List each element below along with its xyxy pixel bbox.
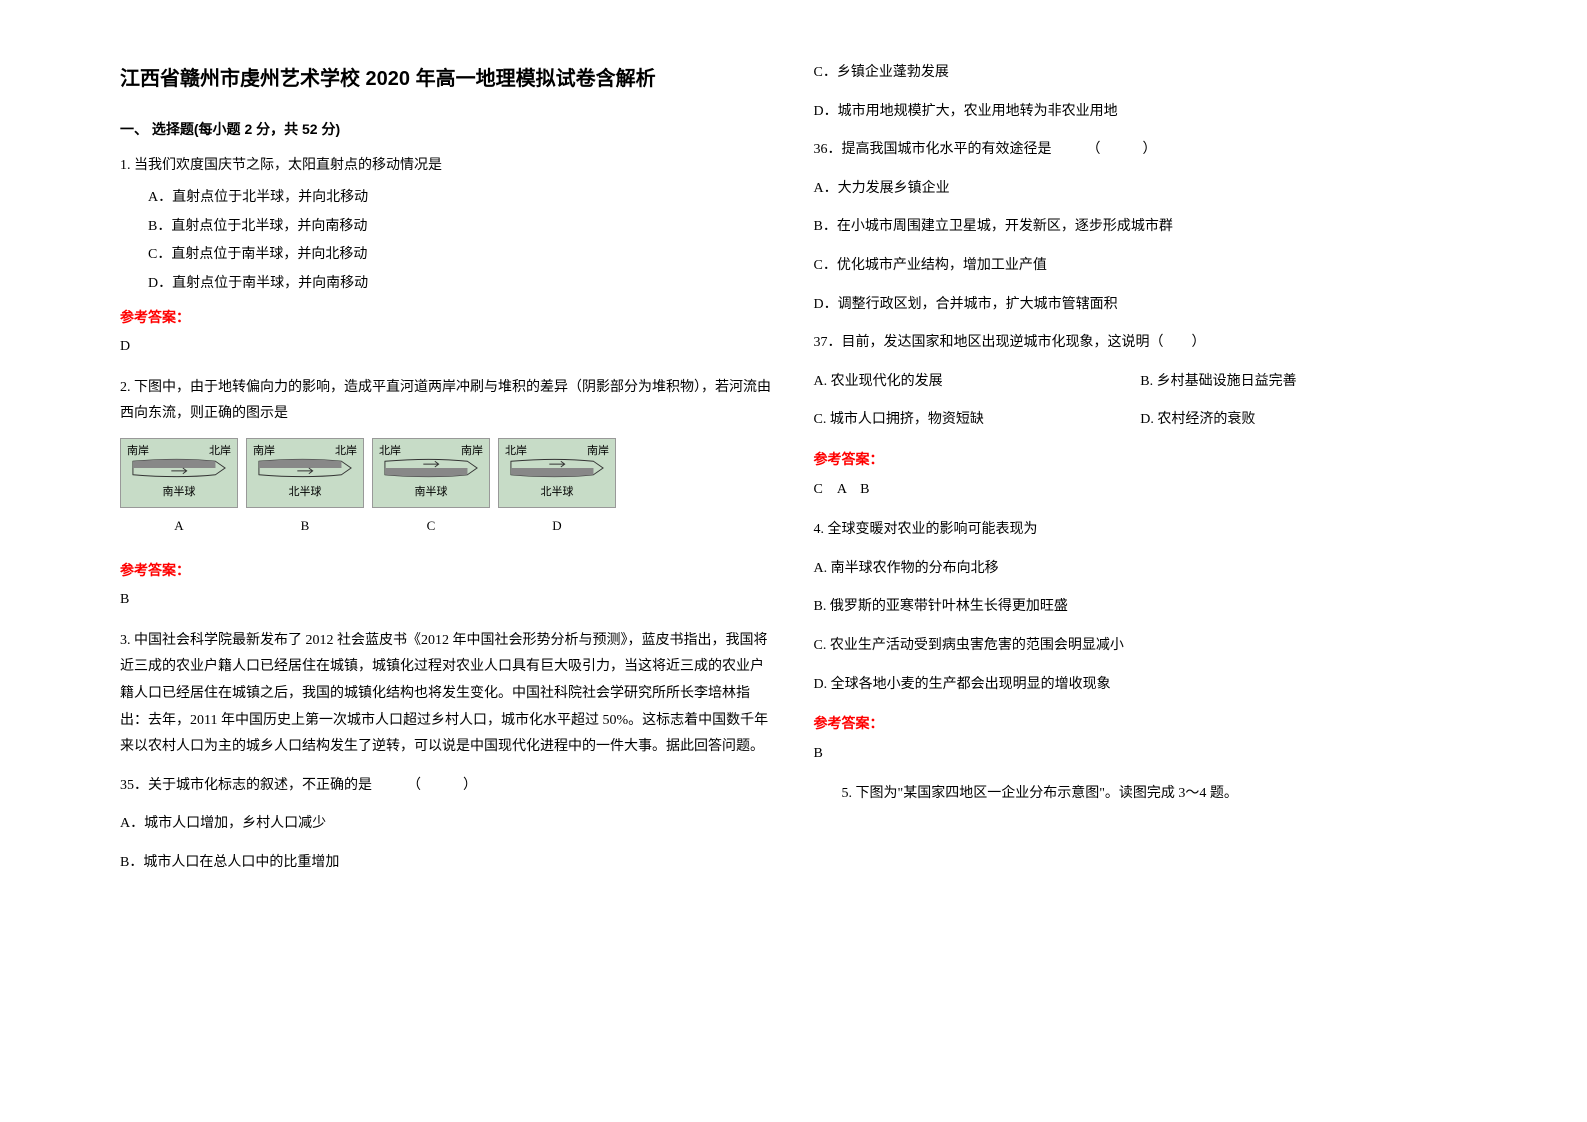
q35-stem: 35．关于城市化标志的叙述，不正确的是 （ ）: [120, 773, 774, 800]
river-arrow-icon: [131, 457, 227, 479]
dia-c-hemi: 南半球: [415, 482, 448, 503]
river-arrow-icon: [383, 457, 479, 479]
q36-option-d: D．调整行政区划，合并城市，扩大城市管辖面积: [814, 292, 1468, 319]
q1-option-b: B．直射点位于北半球，并向南移动: [148, 214, 774, 241]
q35-option-c: C．乡镇企业蓬勃发展: [814, 60, 1468, 87]
q1-option-d: D．直射点位于南半球，并向南移动: [148, 271, 774, 298]
q2-diagram-b: 南岸 北岸 北半球 B: [246, 438, 364, 539]
q4-option-b: B. 俄罗斯的亚寒带针叶林生长得更加旺盛: [814, 594, 1468, 621]
dia-d-hemi: 北半球: [541, 482, 574, 503]
q4-answer: B: [814, 741, 1468, 768]
dia-a-letter: A: [120, 514, 238, 539]
q1-options: A．直射点位于北半球，并向北移动 B．直射点位于北半球，并向南移动 C．直射点位…: [120, 185, 774, 297]
q35-option-b: B．城市人口在总人口中的比重增加: [120, 850, 774, 877]
q36-option-c: C．优化城市产业结构，增加工业产值: [814, 253, 1468, 280]
q3-passage: 3. 中国社会科学院最新发布了 2012 社会蓝皮书《2012 年中国社会形势分…: [120, 628, 774, 761]
q37-stem: 37．目前，发达国家和地区出现逆城市化现象，这说明（ ）: [814, 330, 1468, 357]
dia-b-letter: B: [246, 514, 364, 539]
q4-option-a: A. 南半球农作物的分布向北移: [814, 556, 1468, 583]
q2-answer-label: 参考答案：: [120, 557, 774, 584]
q37-option-c: C. 城市人口拥挤，物资短缺: [814, 407, 1141, 434]
q1-answer: D: [120, 334, 774, 361]
q37-options-row1: A. 农业现代化的发展 B. 乡村基础设施日益完善: [814, 369, 1468, 396]
q37-option-b: B. 乡村基础设施日益完善: [1140, 369, 1467, 396]
q2-diagram-a: 南岸 北岸 南半球 A: [120, 438, 238, 539]
q35-option-a: A．城市人口增加，乡村人口减少: [120, 811, 774, 838]
q1-stem: 1. 当我们欢度国庆节之际，太阳直射点的移动情况是: [120, 153, 774, 180]
section-heading: 一、 选择题(每小题 2 分，共 52 分): [120, 116, 774, 143]
q3-answer: C A B: [814, 477, 1468, 504]
q4-answer-label: 参考答案：: [814, 710, 1468, 737]
q36-stem: 36．提高我国城市化水平的有效途径是 （ ）: [814, 137, 1468, 164]
q4-stem: 4. 全球变暖对农业的影响可能表现为: [814, 517, 1468, 544]
left-column: 江西省赣州市虔州艺术学校 2020 年高一地理模拟试卷含解析 一、 选择题(每小…: [100, 60, 794, 1062]
q1-option-a: A．直射点位于北半球，并向北移动: [148, 185, 774, 212]
dia-c-letter: C: [372, 514, 490, 539]
q2-diagram-row: 南岸 北岸 南半球 A 南岸 北岸: [120, 438, 774, 539]
river-arrow-icon: [257, 457, 353, 479]
q4-option-c: C. 农业生产活动受到病虫害危害的范围会明显减小: [814, 633, 1468, 660]
dia-a-hemi: 南半球: [163, 482, 196, 503]
q2-diagram-d: 北岸 南岸 北半球 D: [498, 438, 616, 539]
q37-options-row2: C. 城市人口拥挤，物资短缺 D. 农村经济的衰败: [814, 407, 1468, 434]
q2-diagram-c: 北岸 南岸 南半球 C: [372, 438, 490, 539]
q1-answer-label: 参考答案：: [120, 304, 774, 331]
q36-option-a: A．大力发展乡镇企业: [814, 176, 1468, 203]
dia-b-hemi: 北半球: [289, 482, 322, 503]
dia-d-letter: D: [498, 514, 616, 539]
q36-option-b: B．在小城市周围建立卫星城，开发新区，逐步形成城市群: [814, 214, 1468, 241]
q1-option-c: C．直射点位于南半球，并向北移动: [148, 242, 774, 269]
right-column: C．乡镇企业蓬勃发展 D．城市用地规模扩大，农业用地转为非农业用地 36．提高我…: [794, 60, 1488, 1062]
q5-stem: 5. 下图为"某国家四地区一企业分布示意图"。读图完成 3～4 题。: [814, 781, 1468, 808]
q4-option-d: D. 全球各地小麦的生产都会出现明显的增收现象: [814, 672, 1468, 699]
q37-option-a: A. 农业现代化的发展: [814, 369, 1141, 396]
q35-option-d: D．城市用地规模扩大，农业用地转为非农业用地: [814, 99, 1468, 126]
river-arrow-icon: [509, 457, 605, 479]
document-title: 江西省赣州市虔州艺术学校 2020 年高一地理模拟试卷含解析: [120, 60, 774, 98]
q2-stem: 2. 下图中，由于地转偏向力的影响，造成平直河道两岸冲刷与堆积的差异（阴影部分为…: [120, 375, 774, 428]
q3-answer-label: 参考答案：: [814, 446, 1468, 473]
q2-answer: B: [120, 587, 774, 614]
q37-option-d: D. 农村经济的衰败: [1140, 407, 1467, 434]
